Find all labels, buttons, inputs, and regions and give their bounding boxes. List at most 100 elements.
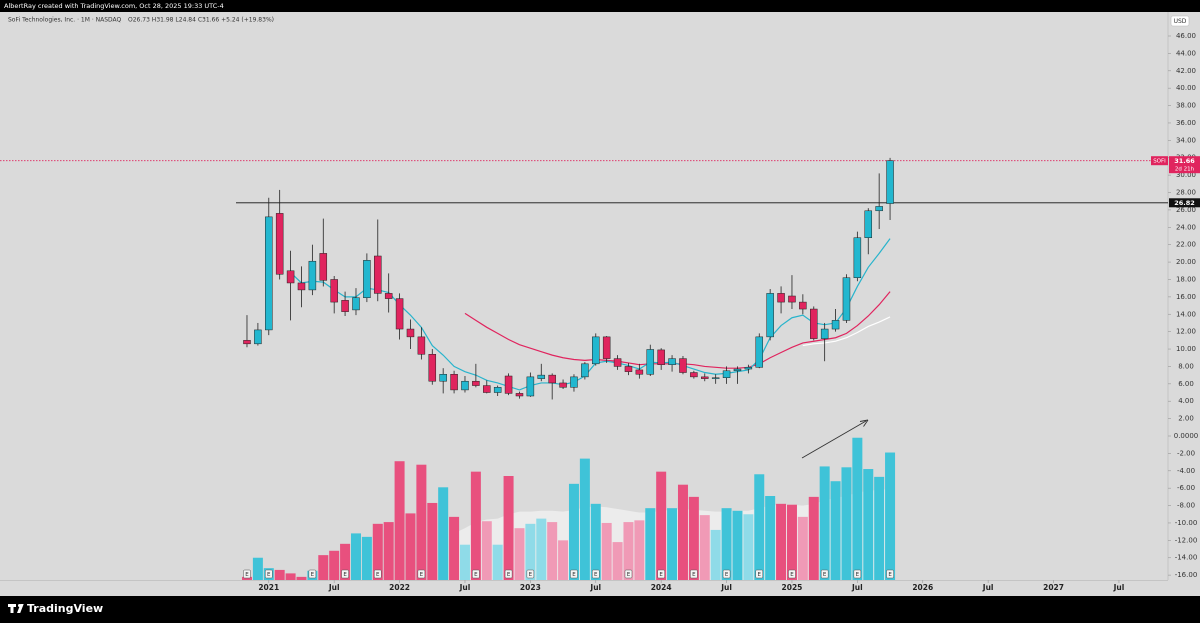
- volume-bar: [372, 523, 383, 580]
- earnings-label: E: [420, 572, 424, 578]
- y-tick-label: -16.00: [1175, 571, 1198, 579]
- volume-bar: [874, 476, 885, 580]
- earnings-badge[interactable]: [592, 569, 600, 579]
- earnings-badge[interactable]: [417, 569, 426, 579]
- volume-bar: [699, 515, 710, 580]
- candle-body: [352, 297, 360, 311]
- candle-body: [406, 328, 415, 338]
- candle-body: [755, 336, 764, 368]
- x-tick-label: Jul: [720, 583, 732, 592]
- brand-logo[interactable]: TradingView: [8, 602, 103, 615]
- earnings-label: E: [529, 572, 533, 578]
- volume-bar: [852, 437, 863, 580]
- y-tick-label: -6.00: [1177, 484, 1195, 492]
- candle-body: [744, 367, 753, 370]
- y-tick-label: 42.00: [1176, 67, 1196, 75]
- volume-bar: [819, 466, 830, 580]
- candle-body: [886, 160, 894, 204]
- candle-body: [646, 349, 655, 375]
- candle-body: [559, 382, 567, 388]
- earnings-badge[interactable]: [265, 569, 273, 579]
- y-tick-label: 6.00: [1178, 380, 1194, 388]
- volume-bar: [503, 476, 514, 580]
- moving-average: [802, 316, 891, 347]
- earnings-badge[interactable]: [526, 569, 535, 579]
- candle-body: [679, 358, 687, 373]
- candle-body: [733, 368, 742, 372]
- volume-bar: [634, 520, 645, 580]
- candle-body: [766, 293, 774, 338]
- y-tick-label: 44.00: [1176, 49, 1196, 57]
- earnings-label: E: [888, 572, 892, 578]
- countdown-label: 2d 21h: [1175, 166, 1195, 172]
- earnings-label: E: [659, 572, 663, 578]
- volume-bar: [797, 516, 808, 580]
- volume-bar: [754, 474, 765, 580]
- earnings-label: E: [343, 572, 347, 578]
- volume-bar: [361, 536, 372, 580]
- earnings-badge[interactable]: [690, 569, 698, 579]
- y-tick-label: 24.00: [1176, 223, 1196, 231]
- brand-icon-dot: [18, 604, 21, 607]
- candle-body: [722, 370, 731, 378]
- earnings-badge[interactable]: [820, 569, 829, 579]
- earnings-badge[interactable]: [243, 569, 251, 579]
- earnings-badge[interactable]: [722, 569, 731, 579]
- candle-body: [810, 308, 818, 339]
- currency-badge[interactable]: [1170, 15, 1190, 27]
- candle-body: [319, 253, 328, 281]
- volume-bar: [394, 461, 405, 580]
- trend-arrow-head: [859, 419, 869, 427]
- earnings-badge[interactable]: [624, 569, 633, 579]
- volume-bar: [285, 573, 296, 580]
- earnings-badge[interactable]: [570, 569, 578, 579]
- candle-body: [820, 328, 829, 339]
- candle-body: [265, 216, 273, 331]
- candle-body: [624, 366, 633, 372]
- earnings-badge[interactable]: [755, 569, 764, 579]
- earnings-badge[interactable]: [504, 569, 513, 579]
- earnings-badge[interactable]: [853, 569, 862, 579]
- candle-body: [254, 329, 262, 345]
- volume-bar: [568, 483, 579, 580]
- candle-body: [592, 336, 600, 365]
- candle-body: [537, 374, 546, 379]
- earnings-badge[interactable]: [657, 569, 665, 579]
- x-tick-label: 2021: [258, 583, 279, 592]
- y-tick-label: 2.00: [1178, 415, 1194, 423]
- earnings-badge[interactable]: [886, 569, 894, 579]
- volume-bar: [427, 502, 438, 580]
- candle-body: [602, 336, 611, 359]
- currency-label: USD: [1174, 18, 1187, 25]
- hline-tag: [1169, 198, 1200, 208]
- earnings-badge[interactable]: [308, 569, 317, 579]
- volume-bar: [329, 550, 340, 580]
- earnings-badge[interactable]: [374, 569, 382, 579]
- volume-bar: [558, 540, 569, 580]
- y-tick-label: -12.00: [1175, 536, 1198, 544]
- volume-bar: [449, 516, 460, 580]
- volume-bar: [710, 529, 721, 580]
- y-tick-label: 18.00: [1176, 275, 1196, 283]
- volume-bar: [743, 514, 754, 580]
- earnings-badge[interactable]: [472, 569, 480, 579]
- candle-body: [417, 336, 426, 355]
- earnings-badge[interactable]: [341, 569, 349, 579]
- volume-bar: [318, 555, 329, 580]
- candle-body: [428, 354, 437, 382]
- earnings-label: E: [790, 572, 794, 578]
- candle-body: [799, 301, 807, 310]
- y-tick-label: 26.00: [1176, 206, 1196, 214]
- volume-bar: [721, 508, 732, 580]
- candle-body: [450, 374, 458, 391]
- y-tick-label: 20.00: [1176, 258, 1196, 266]
- candle-body: [777, 293, 785, 303]
- volume-bar: [667, 508, 678, 580]
- volume-bar: [383, 522, 394, 580]
- y-tick-label: -2.00: [1177, 449, 1195, 457]
- volume-bar: [536, 518, 547, 580]
- volume-bar: [656, 471, 667, 580]
- volume-bar: [274, 569, 285, 580]
- earnings-badge[interactable]: [788, 569, 796, 579]
